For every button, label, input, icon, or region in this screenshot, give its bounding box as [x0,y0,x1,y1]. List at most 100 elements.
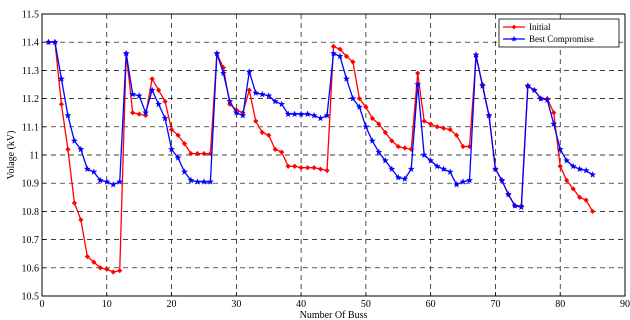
data-point [162,98,168,105]
legend-marker [511,24,517,30]
data-point [420,151,428,158]
data-point [168,126,175,133]
data-point [129,90,137,98]
data-point [246,87,252,93]
data-point [550,120,558,127]
data-point [472,51,480,58]
data-point [155,100,163,108]
data-point [65,146,71,153]
data-point [265,92,273,99]
data-point [136,111,142,117]
x-tick-label: 20 [167,299,177,310]
data-point [459,178,467,185]
data-point [122,49,130,57]
data-point [90,168,98,175]
y-tick-label: 11.1 [22,122,39,133]
data-point [311,165,317,171]
x-tick-label: 60 [426,299,436,310]
data-point [78,217,84,223]
data-point [266,132,272,138]
data-point [427,121,434,127]
data-point [557,163,563,169]
data-point [324,167,330,174]
data-point [168,145,176,153]
data-point [440,125,447,131]
data-point [155,87,162,93]
x-tick-label: 40 [296,299,306,310]
data-point [110,269,116,275]
data-point [142,109,150,116]
data-point [109,180,117,188]
x-tick-label: 30 [231,299,241,310]
data-point [97,265,103,271]
series-line [48,41,593,208]
data-point [421,118,427,124]
data-point [271,97,279,105]
data-point [460,143,466,150]
data-point [194,150,201,157]
data-point [135,92,143,99]
data-point [440,165,448,173]
data-point [343,53,350,59]
data-point [524,82,532,89]
data-point [278,149,285,155]
data-point [317,166,324,172]
x-tick-label: 0 [40,299,45,310]
data-point [194,178,201,185]
data-point [537,94,545,102]
series-group [45,38,597,275]
data-point [304,110,312,118]
legend-label: Best Compromise [529,34,594,44]
data-point [58,101,65,107]
data-point [589,208,596,215]
data-point [278,100,286,108]
data-point [239,111,247,119]
data-point [77,145,85,153]
data-point [570,186,576,192]
data-point [517,203,525,211]
data-point [362,123,370,130]
y-tick-label: 11.5 [22,10,39,21]
data-point [576,194,583,200]
data-point [491,165,499,173]
x-tick-label: 10 [102,299,112,310]
data-point [485,111,493,119]
data-point [576,165,584,173]
data-point [206,178,214,185]
data-point [343,75,350,82]
data-point [187,176,195,184]
data-point [310,111,318,119]
data-point [71,200,78,206]
data-point [434,124,440,130]
legend-marker [510,35,518,42]
y-tick-label: 11.3 [22,66,39,77]
y-tick-label: 10.5 [22,292,40,303]
data-point [504,190,512,198]
data-point [96,176,104,184]
data-point [258,90,266,98]
legend-box [498,18,620,48]
data-point [350,59,356,65]
data-point [447,126,453,133]
series-initial [45,39,596,275]
data-point [259,129,265,136]
data-point [498,176,506,184]
legend-label: Initial [529,22,551,32]
data-point [83,165,91,173]
data-point [272,146,278,153]
data-point [388,165,396,173]
data-point [285,163,291,169]
series-best-compromise [45,38,597,211]
data-point [57,75,65,82]
data-point [149,76,155,82]
data-point [284,110,292,118]
y-tick-label: 11.2 [22,94,39,105]
data-point [226,97,234,105]
data-point [103,178,111,185]
y-tick-label: 10.6 [22,263,40,274]
data-point [433,162,441,170]
data-point [355,103,363,110]
data-point [368,137,376,144]
data-point [530,86,538,94]
data-point [589,171,597,178]
